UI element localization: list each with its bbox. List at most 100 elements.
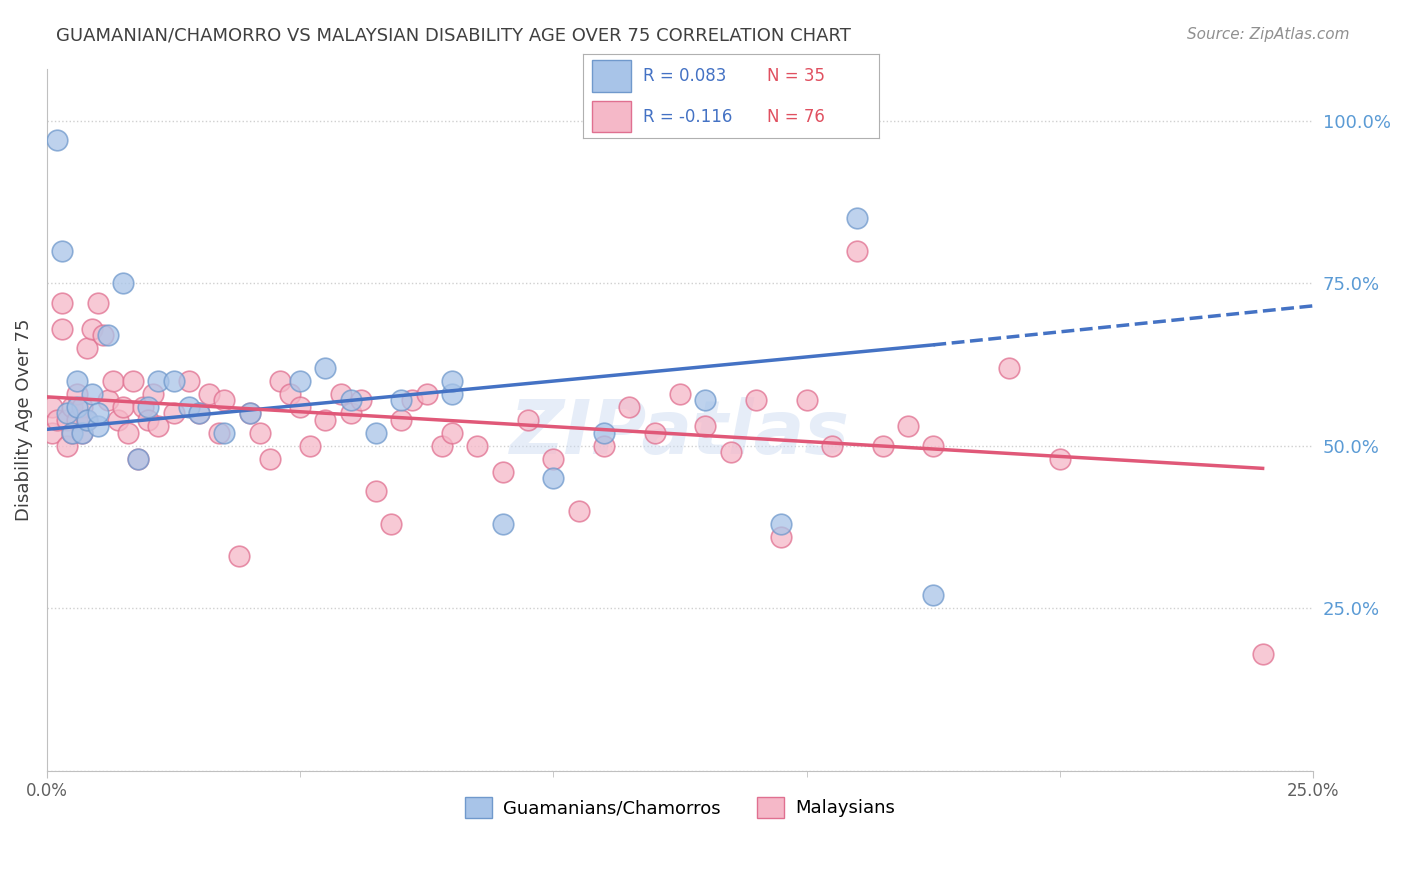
Point (117, 425, 139, 440)
Point (198, 386, 221, 401)
Point (492, 465, 515, 479)
Text: ZIPatlas: ZIPatlas (510, 397, 851, 470)
Point (91, 328, 114, 343)
Point (249, 425, 271, 440)
Point (60, 425, 83, 440)
Point (770, 530, 793, 544)
Point (430, 439, 453, 453)
Point (60, 425, 83, 440)
Point (76, 341, 98, 355)
Point (1049, 451, 1071, 466)
Point (51, 321, 73, 335)
Point (745, 393, 768, 408)
Point (259, 451, 281, 466)
Point (56, 406, 79, 420)
Point (162, 406, 184, 420)
Point (391, 393, 413, 408)
Point (66, 386, 89, 401)
Text: R = 0.083: R = 0.083 (643, 67, 725, 85)
Point (82, 386, 104, 401)
Point (821, 439, 844, 453)
Point (922, 588, 945, 602)
Point (228, 549, 250, 563)
Point (136, 412, 159, 426)
Point (619, 400, 641, 414)
Point (269, 374, 291, 388)
Legend: Guamanians/Chamorros, Malaysians: Guamanians/Chamorros, Malaysians (458, 789, 903, 825)
Bar (592, 101, 631, 132)
Text: GUAMANIAN/CHAMORRO VS MALAYSIAN DISABILITY AGE OVER 75 CORRELATION CHART: GUAMANIAN/CHAMORRO VS MALAYSIAN DISABILI… (56, 27, 851, 45)
Point (66, 400, 89, 414)
Point (897, 419, 920, 434)
Text: R = -0.116: R = -0.116 (643, 108, 733, 126)
Point (695, 393, 717, 408)
Point (391, 412, 413, 426)
Point (315, 360, 337, 375)
Point (177, 374, 200, 388)
Point (66, 412, 89, 426)
Point (72, 400, 94, 414)
Point (122, 374, 145, 388)
Point (148, 419, 170, 434)
Point (72, 425, 94, 440)
Point (136, 400, 159, 414)
Point (86, 419, 108, 434)
Point (401, 393, 423, 408)
Point (41, 425, 63, 440)
Point (46, 412, 69, 426)
Point (107, 412, 129, 426)
Point (101, 374, 124, 388)
Point (492, 516, 515, 531)
Point (288, 400, 311, 414)
Point (278, 386, 301, 401)
Text: Source: ZipAtlas.com: Source: ZipAtlas.com (1187, 27, 1350, 42)
Point (66, 374, 89, 388)
Point (208, 425, 231, 440)
Point (86, 406, 108, 420)
Point (238, 406, 260, 420)
Point (97, 393, 120, 408)
Point (543, 471, 565, 485)
Point (796, 393, 818, 408)
Point (517, 412, 540, 426)
Point (51, 244, 73, 258)
Point (162, 374, 184, 388)
Point (366, 484, 388, 499)
Point (72, 425, 94, 440)
Text: N = 35: N = 35 (766, 67, 824, 85)
Point (770, 516, 793, 531)
Point (441, 374, 464, 388)
Point (644, 425, 666, 440)
Point (127, 451, 149, 466)
Point (97, 328, 120, 343)
Point (132, 400, 155, 414)
Point (41, 400, 63, 414)
Point (340, 406, 363, 420)
Point (111, 400, 134, 414)
Point (593, 439, 616, 453)
Bar (592, 61, 631, 92)
Point (872, 439, 894, 453)
Point (340, 393, 363, 408)
Text: N = 76: N = 76 (766, 108, 824, 126)
Point (82, 321, 104, 335)
Point (86, 295, 108, 310)
Point (212, 425, 235, 440)
Point (148, 374, 170, 388)
Point (366, 425, 388, 440)
Point (416, 386, 439, 401)
Point (187, 406, 209, 420)
Point (846, 244, 869, 258)
Point (212, 393, 235, 408)
Point (568, 503, 591, 517)
Point (467, 439, 489, 453)
Point (380, 516, 402, 531)
Point (669, 386, 692, 401)
Point (441, 425, 464, 440)
Point (56, 412, 79, 426)
Point (846, 211, 869, 225)
Point (315, 412, 337, 426)
Point (350, 393, 373, 408)
Point (76, 412, 98, 426)
Point (238, 406, 260, 420)
